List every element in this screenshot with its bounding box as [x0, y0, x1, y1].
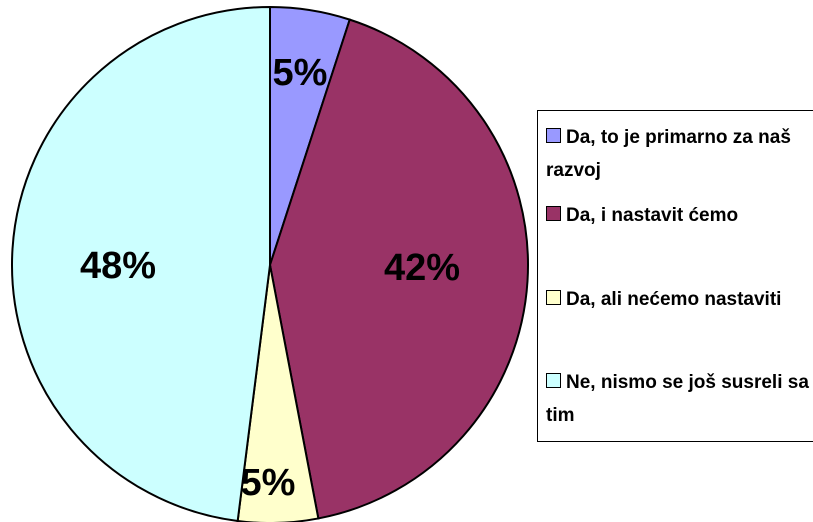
legend-item-3: Da, ali nećemo nastaviti	[546, 283, 813, 316]
chart-legend: Da, to je primarno za naš razvoj Da, i na…	[537, 110, 813, 442]
data-label-2: 42%	[384, 247, 460, 289]
data-label-1: 5%	[273, 52, 328, 94]
data-label-4: 48%	[80, 245, 156, 287]
legend-swatch-1	[546, 128, 561, 143]
legend-item-4: Ne, nismo se još susreli sa tim	[546, 366, 813, 432]
legend-swatch-2	[546, 206, 561, 221]
legend-label-3: Da, ali nećemo nastaviti	[566, 289, 782, 310]
legend-label-2: Da, i nastavit ćemo	[566, 205, 739, 226]
legend-item-2: Da, i nastavit ćemo	[546, 199, 813, 232]
legend-swatch-4	[546, 373, 561, 388]
pie-slice-2	[268, 18, 529, 520]
legend-swatch-3	[546, 290, 561, 305]
pie-slice-4	[11, 5, 271, 522]
legend-label-4: Ne, nismo se još susreli sa tim	[546, 372, 809, 426]
legend-label-1: Da, to je primarno za naš razvoj	[546, 127, 791, 181]
data-label-3: 5%	[241, 462, 296, 504]
legend-item-1: Da, to je primarno za naš razvoj	[546, 121, 813, 187]
